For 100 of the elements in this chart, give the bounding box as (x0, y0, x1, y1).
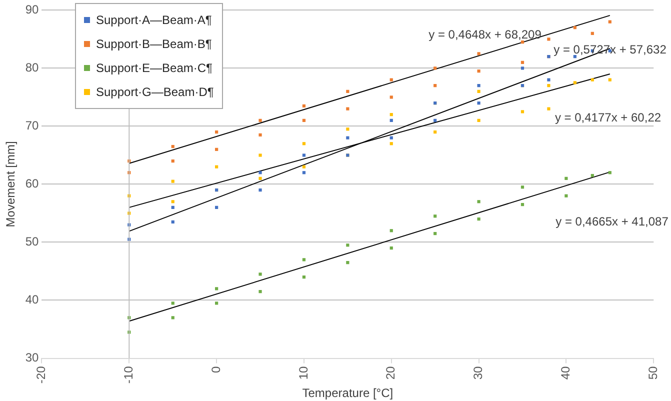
point (434, 84, 437, 88)
annotation: y = 0,5727x + 57,632 (554, 42, 667, 56)
point (547, 38, 550, 41)
point (390, 78, 393, 82)
point (302, 275, 306, 279)
point (171, 159, 174, 163)
point (477, 118, 480, 122)
legend-label: Support·A—Beam·A¶ (96, 13, 212, 27)
point (346, 90, 350, 93)
x-tick-label: 30 (471, 366, 486, 380)
point (477, 101, 480, 105)
point (258, 171, 262, 174)
point (258, 118, 262, 122)
point (390, 96, 393, 99)
x-axis-title: Temperature [°C] (302, 386, 394, 400)
point (302, 171, 306, 174)
legend-label: Support·B—Beam·B¶ (96, 37, 212, 51)
point (520, 60, 524, 64)
point (171, 316, 174, 320)
point (258, 272, 262, 276)
y-tick-label: 50 (25, 234, 40, 249)
point (434, 130, 437, 134)
y-tick-label: 80 (25, 60, 40, 75)
point (215, 148, 218, 151)
x-tick-label: -20 (34, 366, 48, 384)
point (258, 176, 262, 180)
point (573, 26, 576, 30)
point (477, 217, 480, 221)
point (390, 142, 393, 146)
y-tick-label: 60 (25, 176, 40, 191)
point (390, 246, 393, 250)
point (215, 165, 218, 168)
point (547, 78, 550, 82)
point (390, 136, 393, 140)
annotation: y = 0,4665x + 41,087 (556, 214, 669, 228)
point (520, 110, 524, 114)
point (302, 104, 306, 108)
point (547, 107, 550, 110)
point (434, 118, 437, 122)
point (564, 176, 568, 180)
point (346, 136, 350, 140)
point (171, 302, 174, 305)
point (258, 133, 262, 136)
point (171, 144, 174, 148)
point (434, 214, 437, 218)
legend-label: Support·G—Beam·D¶ (96, 85, 214, 99)
y-tick-label: 30 (25, 350, 40, 365)
annotation: y = 0,4177x + 60,22 (554, 110, 662, 124)
point (477, 90, 480, 93)
point (477, 200, 480, 204)
point (608, 171, 612, 174)
point (520, 40, 524, 44)
legend-label: Support·E—Beam·C¶ (96, 61, 212, 75)
point (477, 84, 480, 88)
point (258, 290, 262, 294)
point (520, 186, 524, 189)
point (302, 118, 306, 122)
point (215, 302, 218, 305)
point (477, 52, 480, 56)
point (547, 84, 550, 88)
x-tick-label: 0 (208, 366, 223, 373)
y-tick-label: 40 (25, 292, 40, 307)
point (573, 55, 576, 58)
point (171, 200, 174, 204)
y-tick-label: 90 (25, 2, 40, 17)
point (346, 128, 350, 131)
point (346, 244, 350, 247)
point (590, 78, 594, 82)
point (302, 165, 306, 168)
x-tick-label: 10 (296, 366, 310, 380)
point (520, 202, 524, 206)
point (608, 20, 612, 24)
point (171, 206, 174, 209)
point (390, 118, 393, 122)
point (390, 113, 393, 116)
point (215, 206, 218, 209)
x-tick-label: 40 (558, 366, 573, 380)
point (171, 180, 174, 183)
point (258, 188, 262, 192)
point (590, 174, 594, 178)
point (346, 107, 350, 110)
point (564, 194, 568, 198)
point (390, 229, 393, 232)
point (520, 66, 524, 70)
point (590, 32, 594, 35)
y-axis-title: Movement [mm] (4, 141, 18, 228)
point (302, 142, 306, 146)
point (302, 258, 306, 262)
point (608, 78, 612, 82)
point (215, 287, 218, 290)
x-tick-label: 50 (646, 366, 660, 380)
point (434, 66, 437, 70)
y-tick-label: 70 (25, 118, 40, 133)
annotation: y = 0,4648x + 68,209 (428, 27, 542, 42)
point (215, 130, 218, 134)
x-tick-label: -10 (121, 366, 136, 384)
point (302, 154, 306, 157)
point (573, 81, 576, 84)
point (477, 70, 480, 73)
x-tick-label: 20 (384, 366, 398, 380)
